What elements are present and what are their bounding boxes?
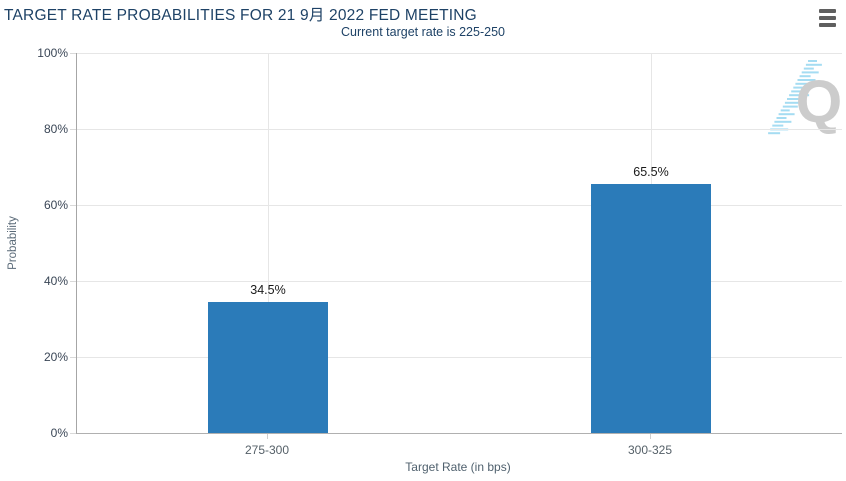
hamburger-bar [819, 23, 836, 27]
x-tick-label-300-325: 300-325 [627, 443, 673, 457]
chart-title: TARGET RATE PROBABILITIES FOR 21 9月 2022… [4, 7, 477, 24]
quikstrike-q-watermark-icon: Q [768, 60, 843, 135]
bar-value-label: 34.5% [250, 283, 286, 297]
y-axis-tick [70, 129, 76, 130]
y-tick-label: 60% [43, 198, 68, 212]
y-tick-label: 80% [43, 122, 68, 136]
y-tick-label: 40% [43, 274, 68, 288]
x-axis-tick [267, 434, 268, 439]
y-tick-label: 100% [37, 46, 68, 60]
v-gridline [268, 53, 269, 433]
y-axis-title: Probability [7, 216, 19, 270]
hamburger-menu-icon[interactable] [819, 9, 837, 27]
y-axis-tick [70, 53, 76, 54]
hamburger-bar [819, 9, 836, 13]
bar-300-325[interactable] [591, 184, 711, 433]
h-gridline-20 [77, 357, 842, 358]
y-tick-label: 0% [50, 426, 68, 440]
chart-subtitle: Current target rate is 225-250 [341, 25, 505, 39]
y-axis-tick [70, 205, 76, 206]
hamburger-bar [819, 16, 836, 20]
h-gridline-100 [77, 53, 842, 54]
plot-area: Q 34.5% 65.5% [76, 53, 842, 434]
svg-text:Q: Q [796, 68, 843, 135]
x-axis-title: Target Rate (in bps) [405, 460, 511, 474]
h-gridline-60 [77, 205, 842, 206]
h-gridline-80 [77, 129, 842, 130]
y-axis-tick [70, 433, 76, 434]
x-tick-label-275-300: 275-300 [244, 443, 290, 457]
y-tick-label: 20% [43, 350, 68, 364]
bar-value-label: 65.5% [633, 165, 669, 179]
y-axis-tick [70, 281, 76, 282]
x-axis-tick [650, 434, 651, 439]
bar-275-300[interactable] [208, 302, 328, 433]
y-axis-tick [70, 357, 76, 358]
h-gridline-40 [77, 281, 842, 282]
